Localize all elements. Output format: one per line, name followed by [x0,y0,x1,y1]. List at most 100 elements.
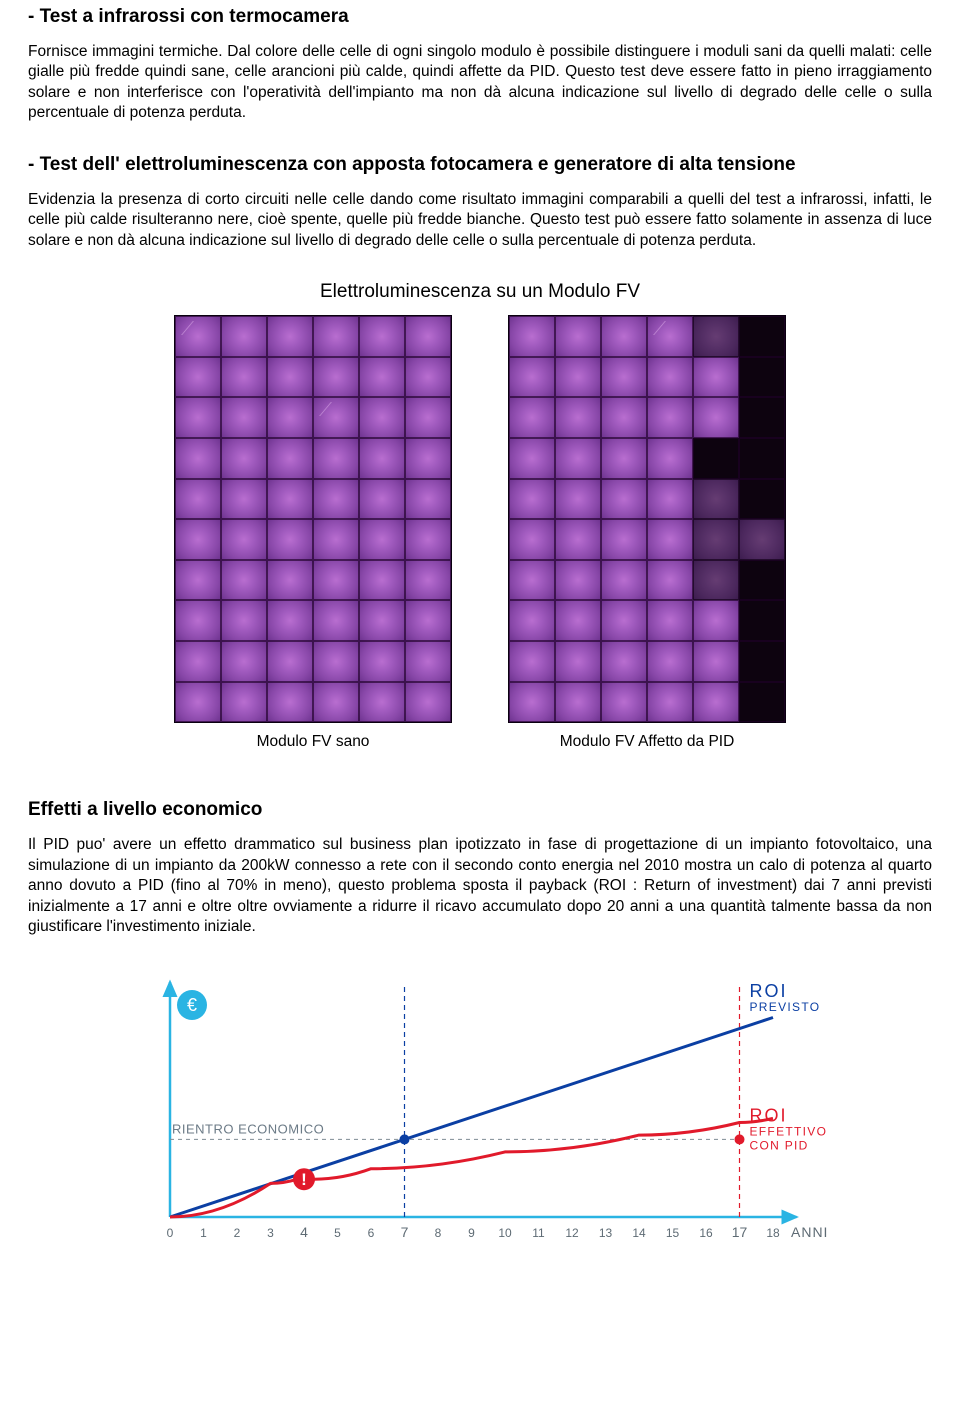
pv-cell [267,479,313,520]
pv-cell [359,316,405,357]
svg-text:3: 3 [267,1226,274,1240]
pv-cell [509,479,555,520]
svg-text:18: 18 [766,1226,780,1240]
pv-cell [359,397,405,438]
pv-cell [175,560,221,601]
svg-text:8: 8 [435,1226,442,1240]
roi-chart: €RIENTRO ECONOMICO!ROIPREVISTOROIEFFETTI… [120,967,840,1247]
svg-text:9: 9 [468,1226,475,1240]
pv-cell [313,438,359,479]
svg-text:14: 14 [632,1226,646,1240]
svg-text:16: 16 [699,1226,713,1240]
pv-cell [267,682,313,723]
pv-cell [739,397,785,438]
caption-pid: Modulo FV Affetto da PID [560,733,735,751]
pv-cell [509,519,555,560]
pv-cell [405,397,451,438]
section1-heading: - Test a infrarossi con termocamera [28,6,932,28]
pv-panel-healthy [174,315,452,723]
pv-cell [739,316,785,357]
pv-cell [601,316,647,357]
pv-cell [647,682,693,723]
pv-cell [313,560,359,601]
svg-text:6: 6 [368,1226,375,1240]
pv-cell [693,316,739,357]
pv-cell [175,479,221,520]
pv-cell [509,641,555,682]
pv-cell [313,397,359,438]
pv-cell [739,479,785,520]
caption-healthy: Modulo FV sano [257,733,370,751]
pv-cell [359,479,405,520]
svg-text:10: 10 [498,1226,512,1240]
pv-cell [693,560,739,601]
pv-cell [555,438,601,479]
pv-cell [175,316,221,357]
svg-text:7: 7 [401,1224,409,1240]
section3-body: Il PID puo' avere un effetto drammatico … [28,835,932,937]
pv-cell [405,519,451,560]
pv-cell [313,682,359,723]
pv-cell [359,519,405,560]
pv-cell [693,397,739,438]
pv-cell [601,397,647,438]
svg-text:!: ! [301,1171,307,1190]
section2-body: Evidenzia la presenza di corto circuiti … [28,190,932,251]
pv-cell [359,357,405,398]
pv-cell [175,641,221,682]
pv-cell [647,438,693,479]
pv-cell [601,641,647,682]
pv-cell [555,519,601,560]
pv-cell [693,357,739,398]
pv-cell [693,479,739,520]
pv-cell [175,519,221,560]
pv-cell [555,316,601,357]
pv-cell [221,519,267,560]
pv-cell [221,560,267,601]
pv-cell [509,682,555,723]
pv-cell [359,641,405,682]
pv-cell [739,438,785,479]
pv-cell [267,357,313,398]
pv-cell [509,397,555,438]
pv-cell [647,316,693,357]
pv-cell [601,438,647,479]
pv-cell [693,600,739,641]
pv-panel-pid [508,315,786,723]
pv-cell [313,479,359,520]
pv-cell [739,600,785,641]
svg-text:13: 13 [599,1226,613,1240]
pv-cell [693,682,739,723]
section2-heading: - Test dell' elettroluminescenza con app… [28,154,932,176]
pv-cell [267,438,313,479]
pv-cell [405,479,451,520]
pv-cell [601,600,647,641]
pv-cell [267,316,313,357]
section1-body: Fornisce immagini termiche. Dal colore d… [28,42,932,124]
svg-text:ROI: ROI [750,1106,788,1126]
pv-cell [359,560,405,601]
svg-text:€: € [187,995,197,1015]
pv-cell [555,560,601,601]
pv-cell [221,316,267,357]
pv-cell [739,682,785,723]
pv-cell [509,316,555,357]
pv-cell [647,397,693,438]
pv-cell [405,560,451,601]
pv-cell [221,600,267,641]
pv-cell [601,357,647,398]
svg-text:PREVISTO: PREVISTO [750,1000,821,1014]
pv-cell [175,600,221,641]
pv-cell [221,641,267,682]
pv-cell [739,641,785,682]
el-panels-row: Modulo FV sano Modulo FV Affetto da PID [28,315,932,751]
svg-text:RIENTRO ECONOMICO: RIENTRO ECONOMICO [172,1122,324,1137]
pv-cell [693,641,739,682]
pv-cell [601,682,647,723]
svg-text:11: 11 [532,1226,545,1240]
pv-cell [221,397,267,438]
pv-cell [359,682,405,723]
pv-cell [313,600,359,641]
pv-cell [175,682,221,723]
svg-text:5: 5 [334,1226,341,1240]
